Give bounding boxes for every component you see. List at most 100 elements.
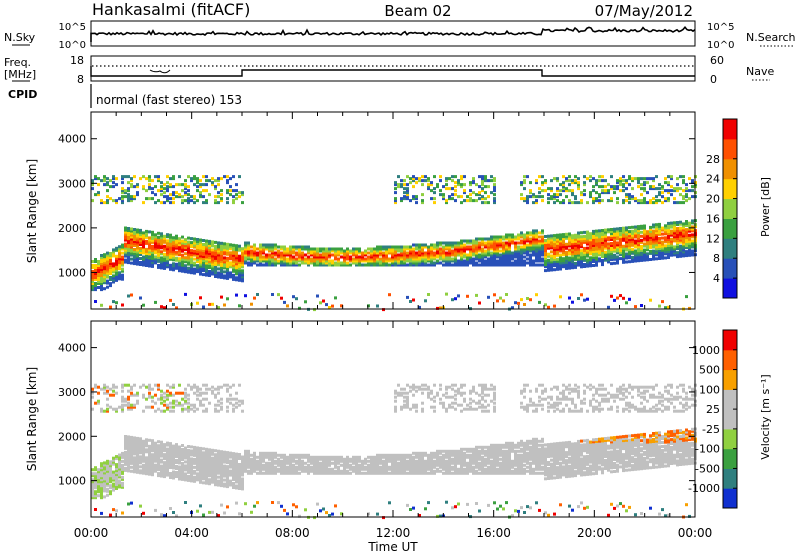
data-cell <box>445 187 448 191</box>
data-cell <box>121 475 124 479</box>
data-cell <box>301 257 304 261</box>
data-cell <box>571 240 574 244</box>
data-cell <box>169 507 172 510</box>
data-cell <box>568 262 571 266</box>
data-cell <box>616 247 619 251</box>
data-cell <box>142 243 145 247</box>
data-cell <box>466 257 469 261</box>
data-cell <box>208 302 211 306</box>
data-cell <box>91 288 94 292</box>
data-cell <box>307 469 310 473</box>
data-cell <box>520 253 523 257</box>
data-cell <box>325 303 328 307</box>
data-cell <box>178 447 181 451</box>
data-cell <box>241 193 244 197</box>
data-cell <box>220 251 223 255</box>
data-cell <box>523 235 526 239</box>
data-cell <box>397 175 400 179</box>
data-cell <box>556 237 559 241</box>
data-cell <box>565 258 568 262</box>
data-cell <box>451 193 454 197</box>
data-cell <box>616 241 619 245</box>
data-cell <box>631 237 634 241</box>
data-cell <box>601 253 604 256</box>
data-cell <box>661 240 664 244</box>
data-cell <box>160 472 163 476</box>
data-cell <box>610 236 613 239</box>
data-cell <box>301 467 304 471</box>
data-cell <box>97 478 100 482</box>
data-cell <box>400 197 403 201</box>
data-cell <box>220 401 223 405</box>
data-cell <box>166 389 169 393</box>
freq-tick-bottom: 8 <box>77 73 84 86</box>
data-cell <box>625 244 628 248</box>
data-cell <box>169 458 172 462</box>
data-cell <box>205 407 208 411</box>
data-cell <box>496 237 499 241</box>
data-cell <box>127 195 130 199</box>
data-cell <box>295 251 298 255</box>
data-cell <box>550 268 553 272</box>
data-cell <box>103 281 106 285</box>
data-cell <box>568 242 571 246</box>
data-cell <box>121 255 124 259</box>
data-cell <box>610 228 613 231</box>
data-cell <box>190 471 193 475</box>
data-cell <box>334 263 337 267</box>
data-cell <box>589 240 592 244</box>
data-cell <box>136 466 139 470</box>
data-cell <box>349 259 352 263</box>
data-cell <box>313 261 316 265</box>
data-cell <box>121 485 124 489</box>
data-cell <box>145 442 148 446</box>
data-cell <box>427 179 430 183</box>
data-cell <box>238 246 241 250</box>
data-cell <box>157 263 160 267</box>
data-cell <box>502 251 505 255</box>
data-cell <box>238 399 241 403</box>
data-cell <box>286 253 289 257</box>
data-cell <box>148 187 151 191</box>
data-cell <box>178 453 181 457</box>
data-cell <box>121 511 124 515</box>
data-cell <box>448 187 451 191</box>
data-cell <box>607 254 610 258</box>
data-cell <box>139 247 142 250</box>
data-cell <box>205 461 208 465</box>
data-cell <box>679 175 682 179</box>
data-cell <box>280 504 283 508</box>
data-cell <box>232 265 235 269</box>
data-cell <box>154 451 157 455</box>
data-cell <box>433 261 436 265</box>
data-cell <box>205 471 208 475</box>
data-cell <box>169 245 172 249</box>
data-cell <box>322 247 325 251</box>
data-cell <box>439 253 442 257</box>
data-cell <box>289 463 292 467</box>
data-cell <box>571 254 574 258</box>
data-cell <box>496 299 499 303</box>
data-cell <box>100 282 103 285</box>
data-cell <box>433 243 436 247</box>
data-cell <box>394 255 397 259</box>
data-cell <box>157 251 160 255</box>
data-cell <box>223 244 226 248</box>
data-cell <box>127 193 130 197</box>
data-cell <box>199 246 202 250</box>
data-cell <box>118 459 121 463</box>
colorbar-swatch <box>723 158 737 180</box>
data-cell <box>133 458 136 462</box>
data-cell <box>160 264 163 268</box>
data-cell <box>433 197 436 201</box>
data-cell <box>637 243 640 247</box>
data-cell <box>673 239 676 243</box>
data-cell <box>163 187 166 191</box>
data-cell <box>325 455 328 459</box>
data-cell <box>418 243 421 247</box>
data-cell <box>649 258 652 261</box>
data-cell <box>313 467 316 471</box>
data-cell <box>601 191 604 195</box>
nsearch-tick-bottom: 10^0 <box>707 40 734 51</box>
data-cell <box>406 187 409 191</box>
